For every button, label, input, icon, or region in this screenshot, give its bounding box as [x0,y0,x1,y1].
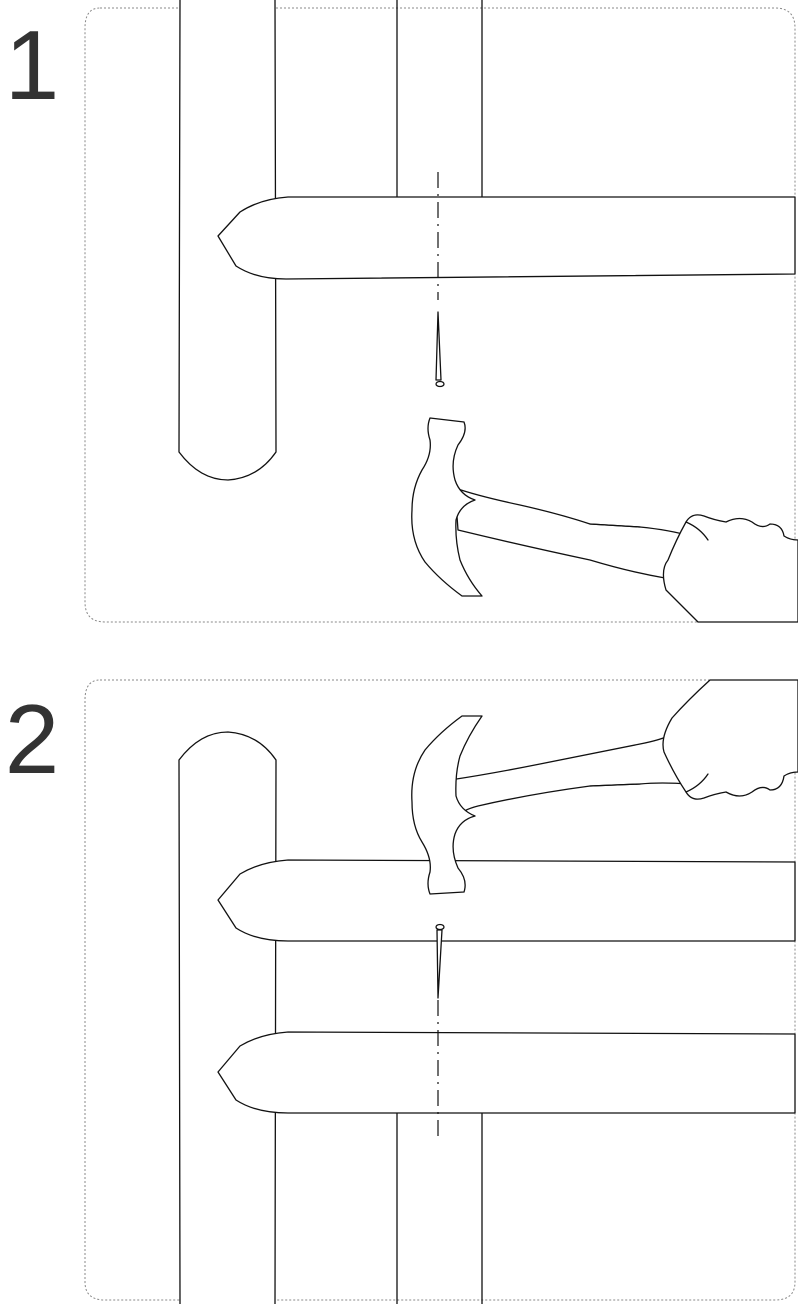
nail-head [435,923,445,931]
hammer-grip-mark [589,783,641,787]
hand [662,679,798,800]
nail [435,311,442,381]
vertical-board [396,0,483,199]
horizontal-rail [217,196,796,280]
horizontal-rail-lower [217,1031,796,1114]
step-2-illustration [0,640,798,1304]
nail-head [435,380,445,388]
hammer-head [411,715,483,895]
step-number-1: 1 [4,10,60,120]
nail [436,929,443,999]
fence-post-left [178,731,277,1304]
step-1-illustration [0,0,798,640]
hand [662,514,798,623]
hammer-grip-mark [589,523,641,528]
vertical-board [396,1109,483,1304]
horizontal-rail-upper [217,859,796,942]
step-number-2: 2 [4,684,60,794]
hand-finger-line [685,521,709,541]
hammer-handle [454,487,691,579]
hand-finger-line [685,773,709,793]
hammer-handle [449,735,691,819]
hammer-head [411,417,483,597]
